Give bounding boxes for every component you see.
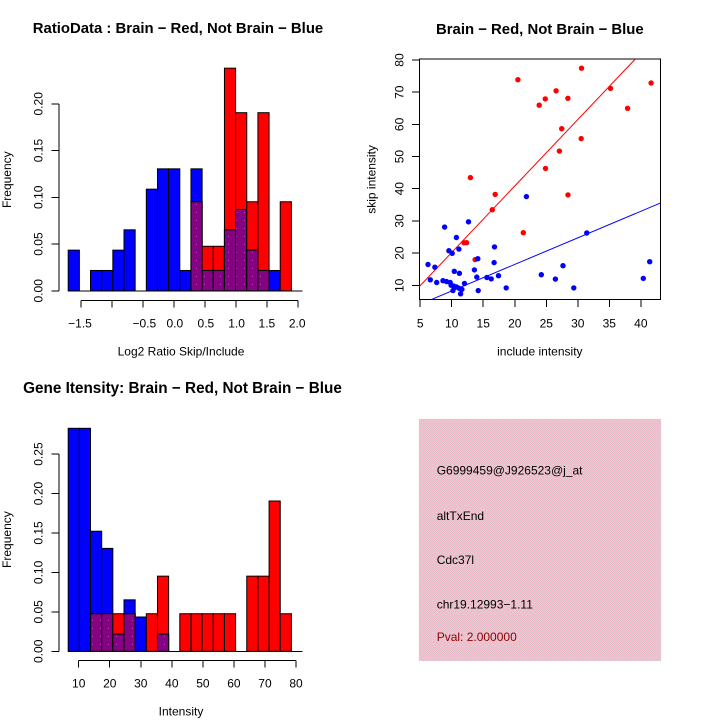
svg-text:0.00: 0.00 — [31, 639, 45, 663]
svg-text:60: 60 — [393, 117, 407, 131]
svg-text:50: 50 — [393, 150, 407, 164]
svg-text:35: 35 — [603, 316, 617, 330]
svg-text:Pval: 2.000000: Pval: 2.000000 — [437, 630, 517, 644]
svg-text:RatioData : Brain − Red, Not B: RatioData : Brain − Red, Not Brain − Blu… — [33, 21, 323, 37]
svg-text:80: 80 — [393, 53, 407, 67]
svg-text:40: 40 — [165, 676, 179, 690]
svg-text:Frequency: Frequency — [0, 151, 14, 208]
svg-text:10: 10 — [445, 316, 459, 330]
svg-text:0.20: 0.20 — [31, 481, 45, 505]
svg-text:70: 70 — [393, 85, 407, 99]
svg-text:0.0: 0.0 — [166, 316, 183, 330]
svg-text:skip intensity: skip intensity — [365, 145, 379, 214]
svg-text:Brain − Red, Not Brain − Blue: Brain − Red, Not Brain − Blue — [436, 22, 644, 38]
svg-text:30: 30 — [393, 214, 407, 228]
svg-text:60: 60 — [227, 676, 241, 690]
svg-text:0.10: 0.10 — [31, 185, 45, 209]
svg-text:0.15: 0.15 — [31, 139, 45, 163]
svg-text:Log2 Ratio Skip/Include: Log2 Ratio Skip/Include — [118, 345, 245, 359]
svg-text:10: 10 — [393, 278, 407, 292]
svg-text:Intensity: Intensity — [159, 705, 204, 719]
svg-text:0.10: 0.10 — [31, 560, 45, 584]
svg-text:20: 20 — [393, 246, 407, 260]
svg-text:30: 30 — [134, 676, 148, 690]
svg-text:20: 20 — [103, 676, 117, 690]
svg-text:Gene Itensity: Brain − Red, No: Gene Itensity: Brain − Red, Not Brain − … — [23, 380, 342, 397]
svg-text:0.15: 0.15 — [31, 521, 45, 545]
svg-text:40: 40 — [634, 316, 648, 330]
svg-text:15: 15 — [477, 316, 491, 330]
svg-text:−0.5: −0.5 — [132, 316, 156, 330]
svg-text:0.00: 0.00 — [31, 279, 45, 303]
svg-text:1.5: 1.5 — [259, 316, 276, 330]
svg-text:chr19.12993−1.11: chr19.12993−1.11 — [437, 597, 534, 611]
svg-text:0.20: 0.20 — [31, 92, 45, 116]
svg-text:0.05: 0.05 — [31, 600, 45, 624]
svg-text:40: 40 — [393, 182, 407, 196]
svg-text:5: 5 — [417, 316, 424, 330]
svg-text:10: 10 — [72, 676, 86, 690]
svg-text:G6999459@J926523@j_at: G6999459@J926523@j_at — [437, 464, 583, 478]
svg-text:50: 50 — [196, 676, 210, 690]
svg-text:altTxEnd: altTxEnd — [437, 509, 484, 523]
svg-text:include intensity: include intensity — [497, 345, 582, 359]
svg-text:30: 30 — [571, 316, 585, 330]
svg-text:2.0: 2.0 — [289, 316, 306, 330]
svg-text:80: 80 — [289, 676, 303, 690]
svg-text:70: 70 — [258, 676, 272, 690]
svg-text:1.0: 1.0 — [228, 316, 245, 330]
svg-text:Frequency: Frequency — [0, 511, 14, 568]
svg-text:0.05: 0.05 — [31, 232, 45, 256]
svg-text:20: 20 — [508, 316, 522, 330]
svg-text:25: 25 — [540, 316, 554, 330]
svg-text:0.5: 0.5 — [198, 316, 215, 330]
svg-text:0.25: 0.25 — [31, 442, 45, 466]
svg-text:−1.5: −1.5 — [68, 316, 92, 330]
svg-text:Cdc37l: Cdc37l — [437, 553, 474, 567]
